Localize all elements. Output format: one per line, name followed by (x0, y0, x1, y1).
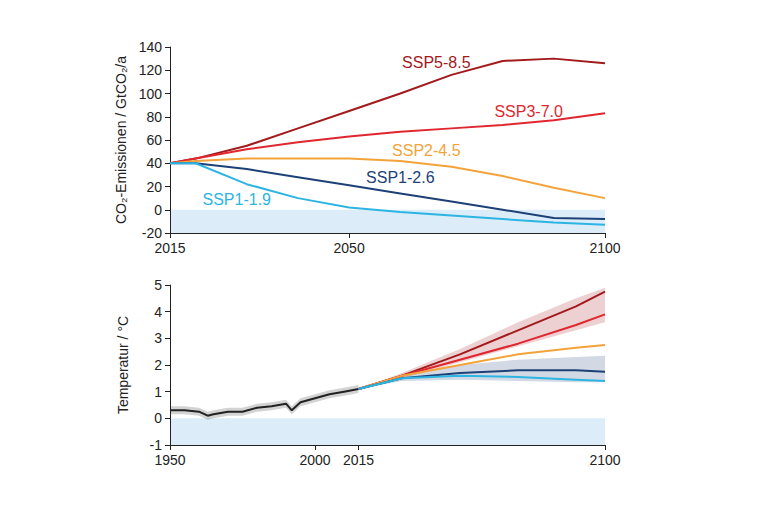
svg-text:80: 80 (146, 109, 162, 125)
svg-text:2100: 2100 (589, 240, 620, 256)
svg-text:2: 2 (154, 357, 162, 373)
svg-text:1950: 1950 (154, 452, 185, 468)
svg-text:140: 140 (139, 39, 163, 55)
svg-text:40: 40 (146, 155, 162, 171)
svg-text:60: 60 (146, 132, 162, 148)
svg-text:-20: -20 (142, 225, 162, 241)
svg-text:2015: 2015 (154, 240, 185, 256)
svg-text:0: 0 (154, 202, 162, 218)
svg-text:SSP2-4.5: SSP2-4.5 (392, 142, 461, 159)
svg-text:1: 1 (154, 384, 162, 400)
svg-text:4: 4 (154, 304, 162, 320)
svg-text:SSP1-2.6: SSP1-2.6 (366, 169, 435, 186)
svg-text:SSP5-8.5: SSP5-8.5 (402, 54, 471, 71)
svg-text:Temperatur / °C: Temperatur / °C (115, 316, 131, 414)
svg-text:SSP3-7.0: SSP3-7.0 (494, 103, 563, 120)
svg-text:5: 5 (154, 277, 162, 293)
svg-text:20: 20 (146, 179, 162, 195)
svg-text:2015: 2015 (343, 452, 374, 468)
svg-text:2000: 2000 (299, 452, 330, 468)
svg-text:0: 0 (154, 410, 162, 426)
svg-text:3: 3 (154, 330, 162, 346)
svg-text:100: 100 (139, 86, 163, 102)
svg-text:2100: 2100 (589, 452, 620, 468)
svg-text:2050: 2050 (334, 240, 365, 256)
svg-text:SSP1-1.9: SSP1-1.9 (203, 191, 272, 208)
svg-text:CO₂-Emissionen / GtCO₂/a: CO₂-Emissionen / GtCO₂/a (113, 56, 129, 224)
svg-text:-1: -1 (150, 437, 163, 453)
svg-text:120: 120 (139, 62, 163, 78)
